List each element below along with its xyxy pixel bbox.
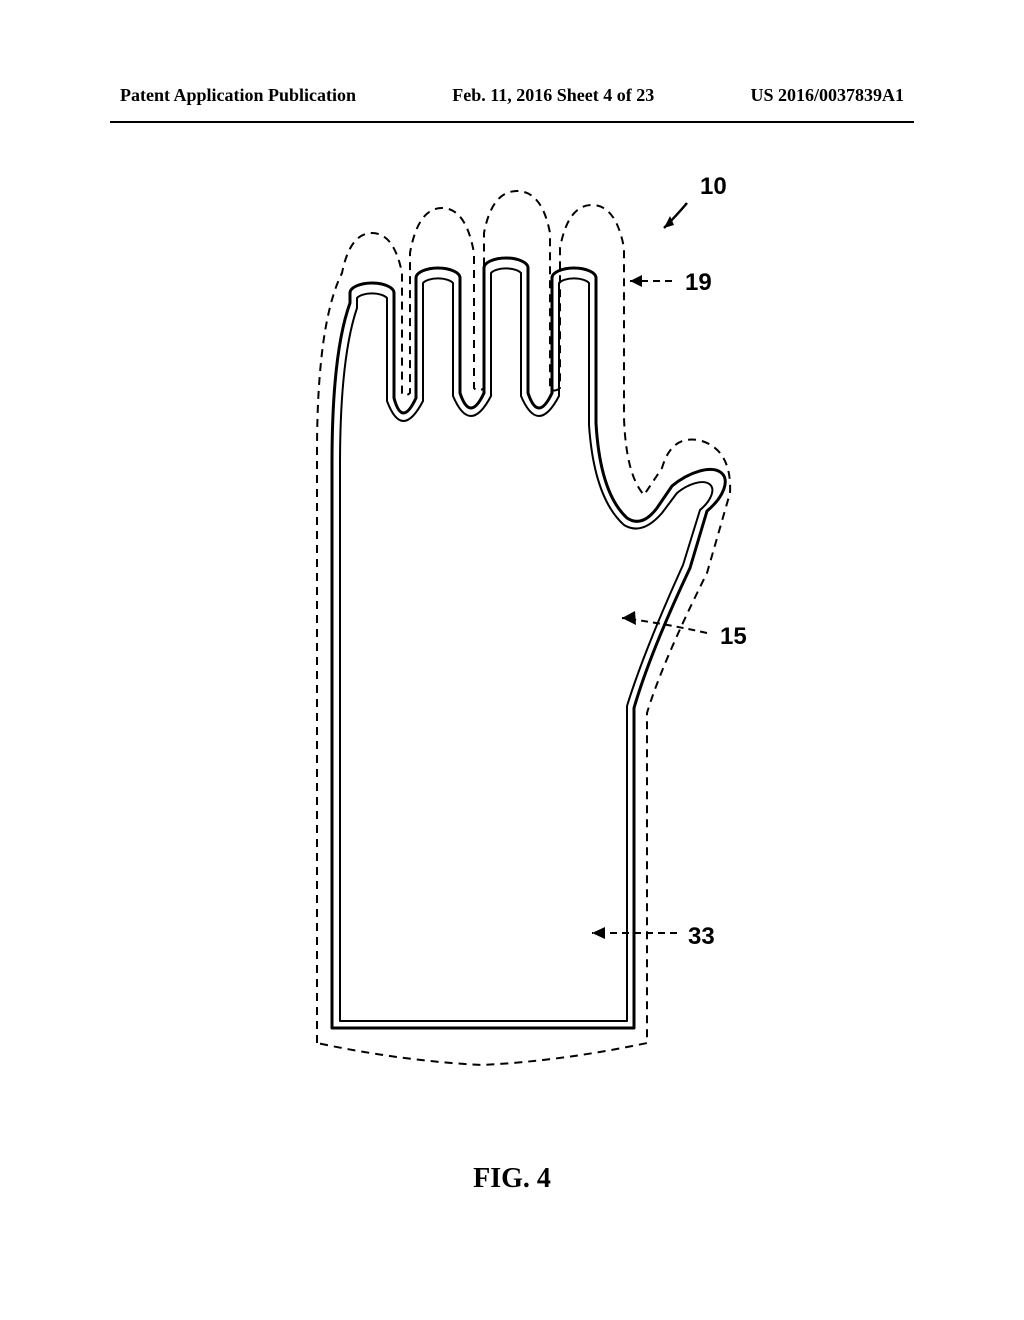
arrow-33 — [592, 927, 605, 939]
inner-glove-outline — [332, 258, 725, 1028]
arrow-15 — [622, 611, 636, 625]
figure-caption: FIG. 4 — [0, 1163, 1024, 1195]
label-19: 19 — [685, 269, 712, 297]
arrow-19 — [630, 275, 642, 287]
outer-glove-outline — [317, 191, 730, 1065]
label-15: 15 — [720, 623, 747, 651]
page-header: Patent Application Publication Feb. 11, … — [0, 0, 1024, 116]
figure-container: 10 19 15 33 — [0, 123, 1024, 1143]
label-33: 33 — [688, 923, 715, 951]
label-10: 10 — [700, 173, 727, 201]
header-center: Feb. 11, 2016 Sheet 4 of 23 — [452, 85, 654, 106]
header-right: US 2016/0037839A1 — [750, 85, 904, 106]
header-left: Patent Application Publication — [120, 85, 356, 106]
glove-figure-svg — [232, 173, 792, 1093]
